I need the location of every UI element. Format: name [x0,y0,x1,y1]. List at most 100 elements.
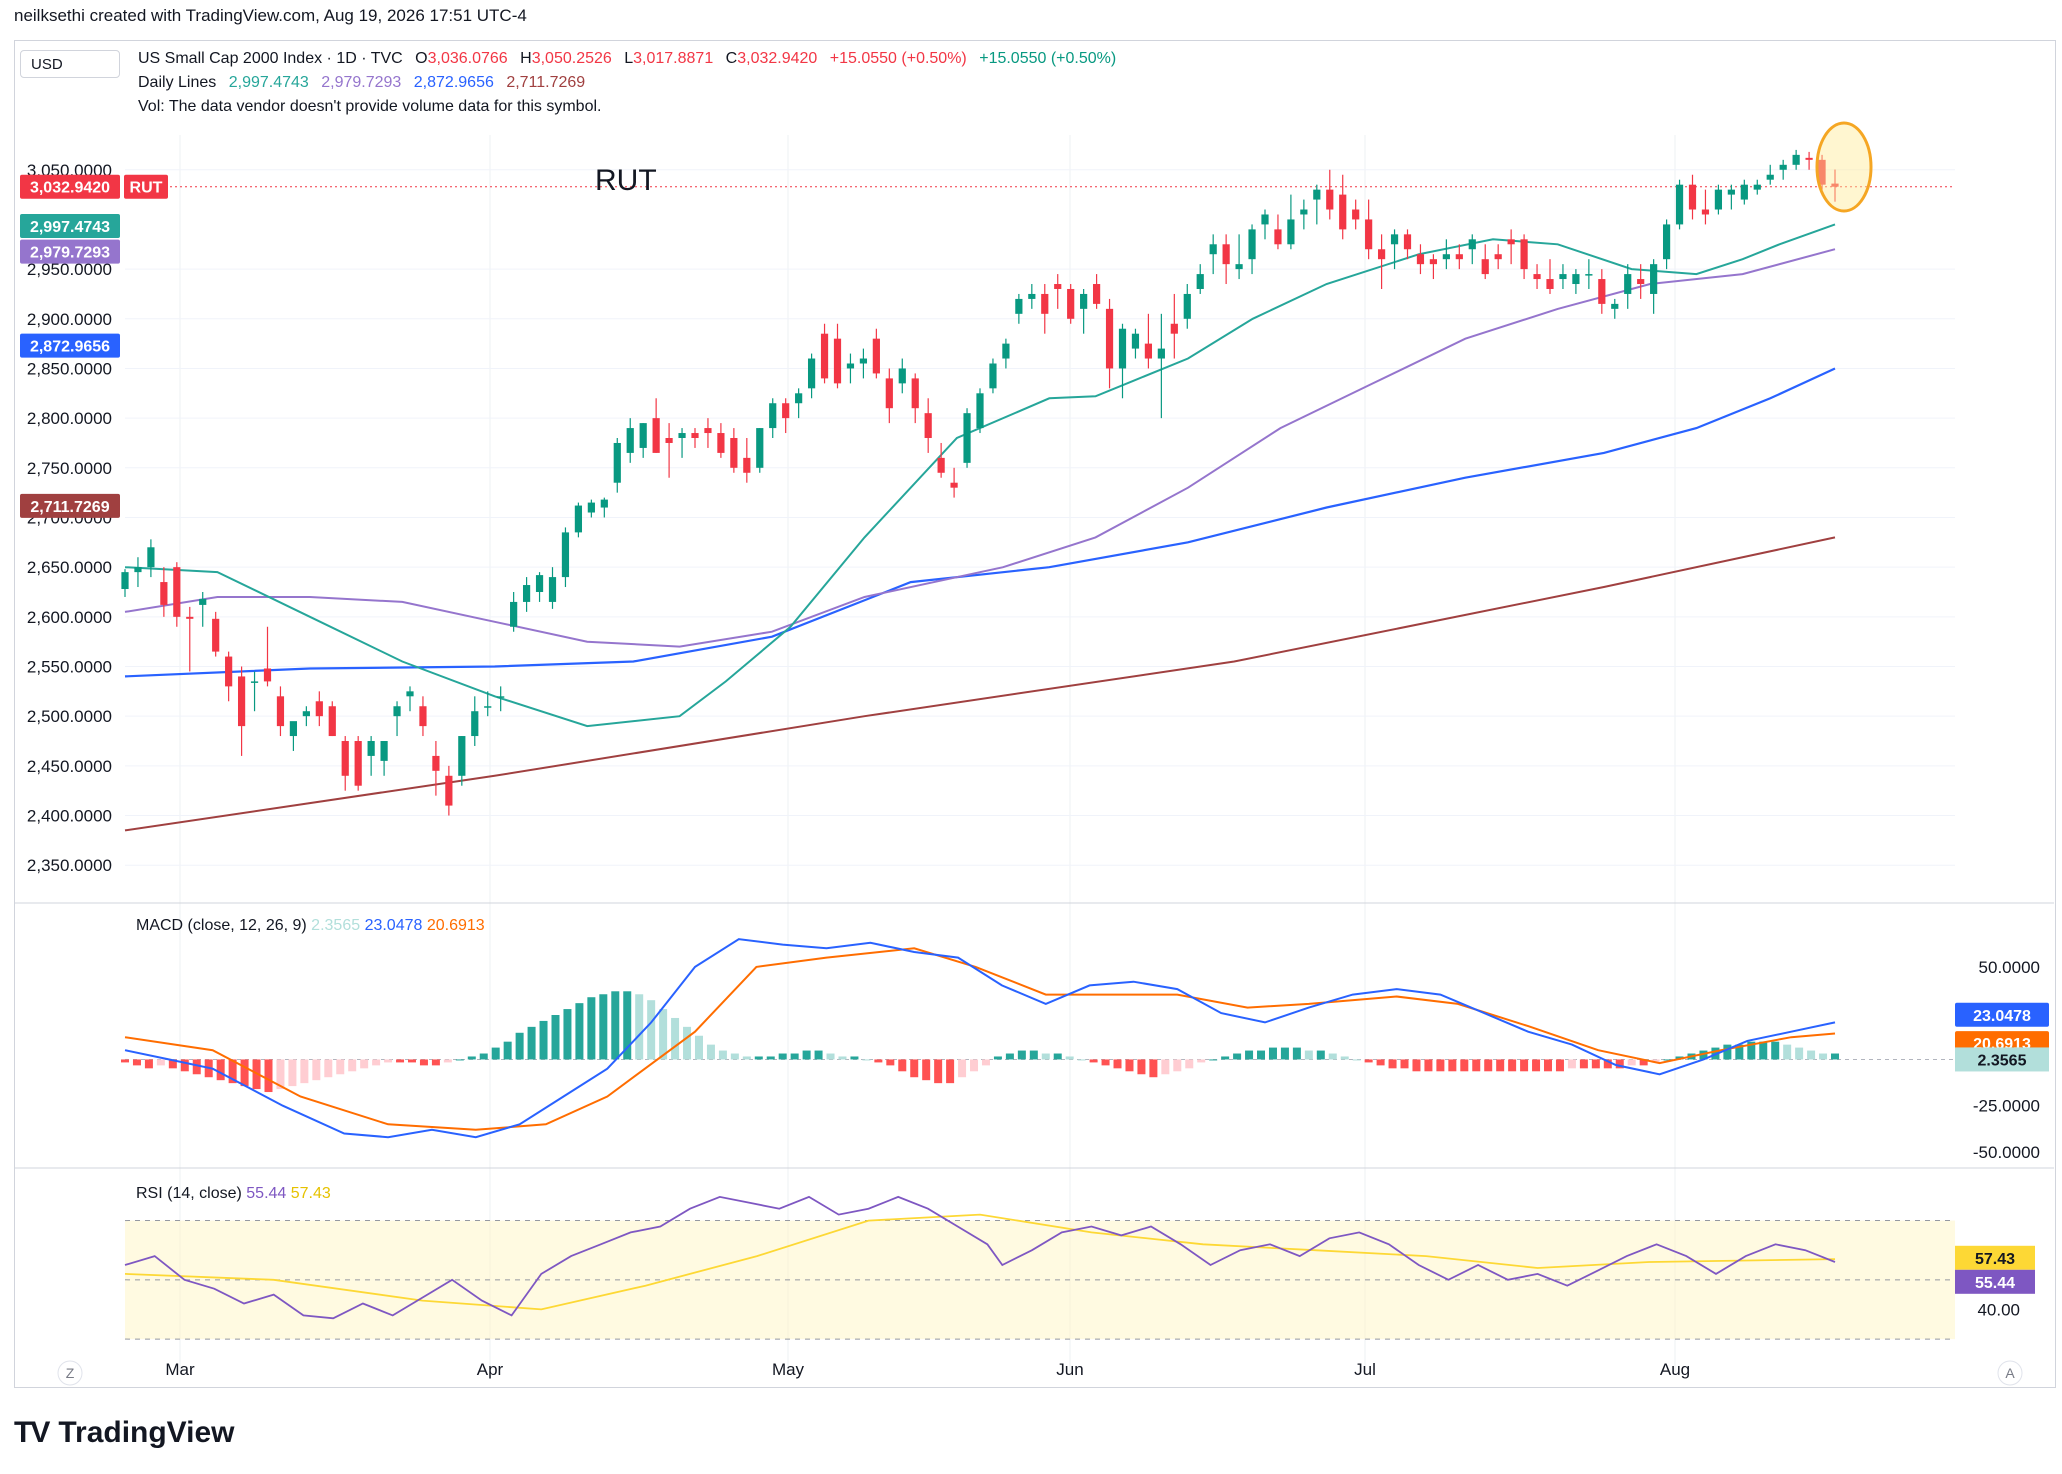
candle-body [1105,308,1114,369]
macd-histogram-bar [1029,1050,1038,1060]
macd-histogram-bar [1579,1059,1588,1069]
macd-histogram-bar [539,1020,548,1060]
macd-histogram-bar [635,994,644,1060]
candle-body [367,741,375,756]
candle-body [1300,209,1308,215]
ma20-line [124,223,1836,728]
candle-body [1650,264,1658,294]
candle-body [1831,183,1839,187]
candle-body [199,598,207,605]
candle-body [1533,274,1541,280]
macd-histogram-bar [1723,1044,1732,1060]
macd-histogram-bar [1077,1059,1086,1061]
macd-histogram-bar [1807,1050,1816,1060]
candle-body [212,618,220,652]
candle-body [380,741,388,761]
macd-histogram-bar [479,1053,488,1060]
rsi-ma-tag-text: 57.43 [1975,1251,2015,1268]
candle-body [186,616,194,619]
price-tick-label: 2,350.0000 [27,856,112,875]
candle-body [315,701,323,717]
macd-histogram-bar [1328,1053,1337,1060]
macd-histogram-bar [1747,1041,1756,1060]
candle-body [1274,229,1282,245]
zoom-corner-button[interactable] [57,1360,83,1386]
candle-body [1377,249,1386,260]
macd-histogram-bar [1436,1059,1445,1072]
candle-body [1494,254,1502,260]
candle-body [419,706,427,727]
candle-body [1675,184,1684,225]
candle-body [1235,264,1243,270]
macd-histogram-bar [754,1056,763,1060]
candle-body [950,482,958,488]
candle-body [678,433,686,439]
rsi-ma-tag [1955,1245,2035,1270]
candle-body [1261,214,1269,225]
candle-body [1507,239,1515,245]
macd-histogram-bar [1125,1059,1134,1072]
candle-body [846,363,855,369]
macd-histogram-bar [922,1059,931,1081]
candle-body [1196,274,1204,289]
macd-histogram-bar [1567,1059,1576,1069]
macd-histogram-bar [180,1059,189,1072]
candle-body [1313,189,1321,200]
candle-body [1287,219,1295,245]
candle-body [820,333,829,379]
macd-histogram-bar [611,991,620,1060]
chart-container[interactable] [14,40,2056,1388]
macd-histogram-bar [659,1009,668,1060]
currency-selector[interactable]: USD [20,50,120,78]
macd-histogram-bar [1017,1050,1026,1060]
close-value: 3,032.9420 [737,50,818,67]
macd-histogram-bar [455,1059,464,1061]
candle-body [173,567,181,617]
x-axis-label: Jun [1056,1360,1083,1379]
auto-scale-button[interactable] [1997,1360,2023,1386]
macd-histogram-bar [1197,1059,1206,1063]
macd-histogram-bar [838,1056,847,1060]
candle-body [639,423,647,448]
candle-body [1598,279,1606,304]
candle-body [225,656,233,687]
macd-histogram-bar [1615,1059,1624,1069]
tradingview-logo-icon: TV [14,1416,50,1449]
rsi-tick-label: 40.00 [1977,1300,2020,1319]
macd-histogram-bar [910,1059,919,1078]
candle-body [561,532,570,578]
candle-body [1429,259,1438,265]
macd-histogram-bar [563,1009,572,1060]
candle-body [600,499,608,508]
macd-histogram-bar [360,1059,369,1069]
macd-tick-label: -25.0000 [1973,1097,2040,1116]
macd-tick-label: -50.0000 [1973,1143,2040,1162]
ma100-line [124,367,1836,678]
candle-body [1818,159,1826,185]
candle-body [1779,164,1787,170]
ma-tag [20,333,120,358]
macd-histogram-bar [300,1059,309,1084]
ma50-value: 2,979.7293 [321,74,402,91]
symbol-name: US Small Cap 2000 Index · 1D · TVC [138,50,403,67]
rut-annotation: RUT [595,164,657,197]
candle-body [613,442,621,483]
ma-tag [20,213,120,238]
macd-histogram-bar [970,1059,979,1072]
candle-body [548,577,557,602]
macd-histogram-bar [694,1035,703,1060]
candle-body [1352,209,1360,220]
macd-histogram-bar [228,1059,237,1084]
tradingview-brand[interactable]: TV TradingView [14,1416,235,1450]
candle-body [1222,244,1230,265]
macd-histogram-bar [647,1000,656,1060]
candle-body [522,585,531,602]
candle-body [1028,293,1036,299]
candle-body [691,433,699,439]
ma200-line [124,536,1836,832]
macd-histogram-bar [1245,1050,1254,1060]
macd-histogram-bar [384,1059,393,1063]
macd-histogram-bar [467,1056,476,1060]
candle-body [1727,189,1735,195]
